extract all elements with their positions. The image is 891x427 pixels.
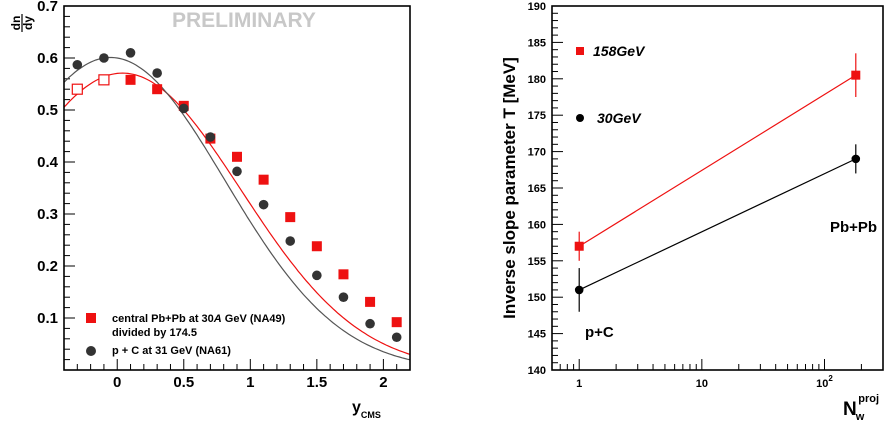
right-ticks: 140 145 150 155 160 165 170 175 180 185 190 1 10 102 — [528, 1, 884, 390]
data-point-pc — [152, 68, 162, 78]
data-point-pc — [205, 132, 216, 142]
y-tick-label: 180 — [528, 74, 546, 86]
left-plot-frame — [63, 5, 411, 371]
y-tick-label: 145 — [528, 329, 546, 341]
legend-pbpb-text-a: central Pb+Pb at 30 — [112, 313, 214, 325]
x-label-right-sub: w — [855, 411, 865, 423]
legend-label-pbpb-line2: divided by 174.5 — [112, 327, 197, 339]
inverse-slope-chart: Inverse slope parameter T [MeV] Nw proj 1… — [500, 1, 884, 423]
x-tick-label: 0 — [113, 374, 121, 391]
y-tick-label: 0.1 — [37, 310, 58, 327]
y-tick-label: 0.2 — [37, 258, 58, 275]
y-tick-label: 0.6 — [37, 50, 58, 67]
left-fit-curves — [63, 56, 411, 361]
y-tick-label: 0.7 — [37, 0, 58, 15]
data-point-pc — [232, 166, 242, 177]
data-point-pbpb — [365, 296, 376, 307]
data-point-30gev — [574, 285, 584, 295]
data-point-pbpb — [152, 84, 163, 95]
data-point-pc — [178, 103, 189, 114]
y-tick-label: 170 — [528, 147, 546, 159]
fit-curve-pbpb — [63, 72, 411, 355]
series-line-30gev — [578, 158, 857, 291]
data-point-pbpb — [391, 317, 402, 328]
right-plot-frame — [551, 5, 884, 371]
y-axis-label-left: dn dy — [9, 14, 35, 32]
data-point-pbpb — [232, 151, 242, 162]
legend-label-158gev: 158GeV — [593, 43, 646, 59]
right-data-points — [574, 53, 861, 312]
rapidity-chart: PRELIMINARY dn dy yCMS 0.10.20.30.40.50.… — [9, 0, 411, 420]
legend-label-pbpb: central Pb+Pb at 30A GeV (NA49) — [112, 313, 286, 325]
x-label-sub: CMS — [361, 410, 381, 420]
y-tick-label: 190 — [528, 1, 546, 13]
y-tick-label: 185 — [528, 37, 546, 49]
x-label-main: y — [352, 399, 361, 416]
legend-label-30gev: 30GeV — [597, 110, 642, 126]
data-point-158gev — [574, 241, 584, 251]
legend-marker-30gev — [576, 114, 584, 122]
y-tick-label: 175 — [528, 110, 546, 122]
legend-marker-pc — [86, 346, 96, 356]
data-point-pbpb — [311, 241, 322, 252]
x-tick-exponent: 2 — [828, 374, 833, 383]
x-axis-label-right: Nw proj — [843, 393, 879, 423]
y-tick-label: 150 — [528, 292, 546, 304]
x-label-right-sup: proj — [858, 393, 879, 405]
data-point-pc — [258, 199, 269, 210]
legend-marker-158gev — [576, 47, 584, 55]
x-tick-label: 1.5 — [306, 374, 327, 391]
data-point-pbpb — [125, 74, 136, 85]
data-point-30gev — [851, 154, 861, 164]
data-point-pbpb — [285, 212, 296, 223]
y-tick-label: 165 — [528, 183, 546, 195]
y-label-denominator: dy — [21, 16, 35, 30]
annotation-pc: p+C — [585, 324, 614, 341]
x-tick-label: 1 — [576, 378, 582, 390]
x-tick-label: 0.5 — [173, 374, 194, 391]
y-tick-label: 155 — [528, 256, 546, 268]
data-point-pbpb-reflected — [98, 74, 110, 86]
legend-marker-pbpb — [86, 313, 96, 323]
right-series-lines — [578, 74, 857, 291]
y-tick-label: 160 — [528, 219, 546, 231]
data-point-pc — [365, 318, 375, 329]
x-label-right-main: N — [843, 399, 857, 420]
data-point-pbpb — [338, 269, 349, 280]
data-point-pc — [312, 270, 322, 281]
x-tick-label: 2 — [379, 374, 387, 391]
data-point-pc — [338, 292, 349, 303]
y-tick-label: 0.4 — [37, 154, 59, 171]
x-axis-label-left: yCMS — [352, 399, 381, 420]
data-point-pc — [99, 53, 109, 63]
left-legend: central Pb+Pb at 30A GeV (NA49) divided … — [86, 313, 286, 357]
watermark-preliminary: PRELIMINARY — [172, 9, 316, 32]
y-tick-label: 0.5 — [37, 102, 58, 119]
legend-pbpb-text-c: GeV (NA49) — [222, 313, 286, 325]
y-tick-label: 0.3 — [37, 206, 58, 223]
legend-pbpb-text-b: A — [213, 313, 222, 325]
y-tick-label: 140 — [528, 365, 546, 377]
data-point-pc — [125, 48, 136, 58]
data-point-pbpb — [258, 174, 269, 185]
series-line-158gev — [578, 74, 857, 247]
legend-label-pc: p + C at 31 GeV (NA61) — [112, 345, 231, 357]
y-label-numerator: dn — [9, 16, 23, 31]
fit-curve-pc — [63, 56, 411, 361]
y-axis-label-right: Inverse slope parameter T [MeV] — [500, 57, 519, 319]
data-point-pc — [72, 59, 83, 70]
x-tick-label: 10 — [696, 378, 708, 390]
data-point-pc — [285, 236, 296, 246]
data-point-pc — [391, 332, 402, 343]
data-point-158gev — [851, 70, 861, 80]
annotation-pbpb: Pb+Pb — [830, 219, 877, 236]
left-ticks: 0.1 0.2 0.3 0.4 0.5 0.6 0.7 0 0.5 1 1.5 2 — [37, 0, 411, 391]
left-data-points — [71, 48, 402, 343]
data-point-pbpb-reflected — [71, 83, 83, 95]
x-tick-label: 102 — [816, 374, 833, 390]
x-tick-label: 1 — [246, 374, 254, 391]
